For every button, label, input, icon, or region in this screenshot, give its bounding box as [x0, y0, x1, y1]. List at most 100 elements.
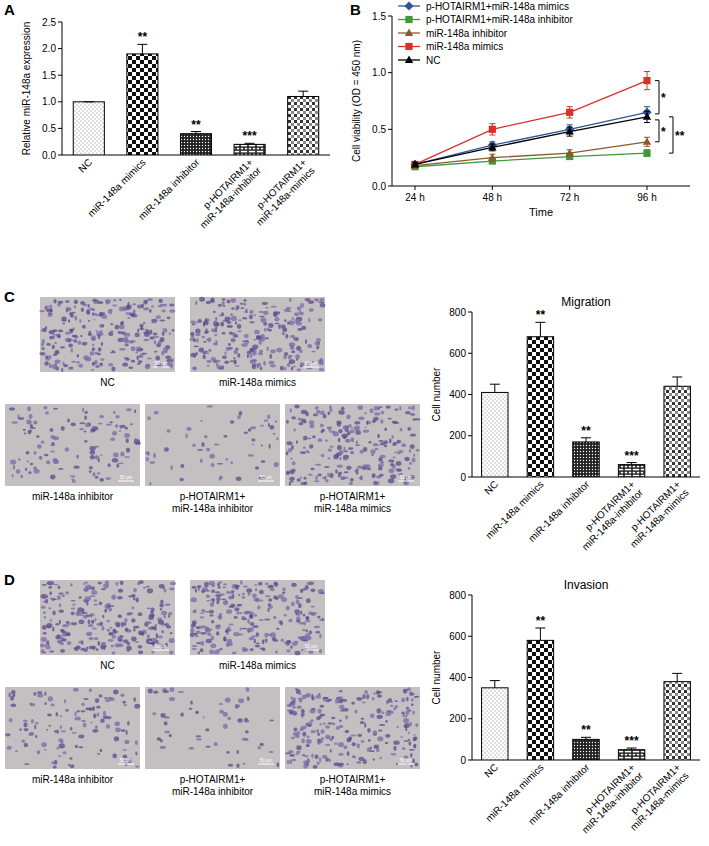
cell: [138, 645, 143, 649]
cell: [62, 322, 65, 325]
cell: [300, 476, 302, 478]
cell: [271, 306, 277, 308]
cell: [115, 325, 119, 330]
cell: [227, 716, 231, 720]
cell: [385, 440, 387, 442]
cell: [303, 614, 305, 617]
cell: [26, 451, 30, 455]
cell: [120, 581, 122, 586]
cell: [201, 336, 205, 339]
cell: [269, 751, 274, 753]
cell: [30, 463, 33, 465]
cell: [213, 311, 216, 313]
cell: [170, 465, 173, 470]
cell: [45, 355, 48, 358]
legend-marker: [405, 16, 412, 23]
cell: [321, 429, 325, 432]
cell: [80, 335, 83, 337]
cell: [258, 582, 262, 586]
cell: [44, 702, 46, 705]
cell: [164, 614, 166, 619]
cell: [191, 645, 197, 647]
cell: [259, 350, 263, 353]
cell: [347, 468, 350, 470]
cell: [290, 408, 292, 413]
cell: [208, 349, 211, 352]
cell: [229, 331, 233, 334]
cell: [249, 321, 254, 323]
cell: [126, 448, 130, 453]
cell: [200, 632, 206, 634]
cell: [199, 348, 204, 353]
cell: [274, 462, 279, 467]
cell: [378, 406, 382, 408]
cell: [188, 747, 194, 750]
scale-bar: [303, 367, 319, 368]
point: [643, 77, 650, 84]
cell: [293, 337, 298, 339]
cell: [29, 732, 34, 736]
cell: [292, 317, 294, 320]
cell: [130, 423, 133, 425]
cell: [302, 732, 306, 737]
cell: [77, 354, 80, 357]
cell: [94, 600, 98, 602]
cell: [95, 476, 98, 479]
x-tick-label: miR-148a inhibitor: [136, 156, 202, 222]
cell: [89, 646, 95, 649]
cell: [379, 724, 385, 726]
cell: [58, 755, 62, 757]
cell: [120, 694, 124, 698]
cell: [327, 473, 330, 477]
cell: [227, 325, 233, 328]
cell: [12, 694, 15, 697]
cell: [108, 639, 114, 642]
cell: [206, 600, 211, 602]
cell: [254, 614, 257, 617]
cell: [210, 602, 214, 607]
cell: [75, 717, 81, 721]
cell: [126, 438, 129, 443]
text-line: p-HOTAIRM1+: [180, 774, 246, 785]
cell: [54, 299, 57, 303]
error-bar: [644, 150, 650, 157]
cell: [112, 350, 115, 352]
cell: [89, 595, 95, 597]
cell: [113, 690, 119, 695]
cell: [289, 754, 294, 757]
cell: [269, 354, 272, 359]
cell: [394, 700, 398, 702]
cell: [203, 341, 207, 343]
cell: [120, 425, 122, 429]
cell: [413, 746, 416, 749]
cell: [191, 586, 196, 589]
cell: [190, 597, 196, 602]
cell: [280, 621, 283, 626]
cell: [68, 338, 70, 342]
scale-bar-label: 50 μm: [155, 644, 168, 649]
cell: [49, 591, 52, 595]
cell: [157, 737, 161, 740]
cell: [300, 303, 304, 308]
cell: [143, 300, 147, 305]
cell: [254, 314, 256, 316]
cell: [237, 718, 242, 722]
cell: [131, 360, 135, 363]
cell: [359, 450, 363, 454]
cell: [235, 704, 238, 709]
error-cap: [84, 101, 94, 102]
cell: [206, 448, 210, 452]
significance: **: [138, 30, 148, 44]
cell: [42, 347, 45, 350]
cell: [96, 623, 101, 626]
cell: [95, 365, 100, 368]
y-tick-label: 2.0: [42, 43, 56, 54]
cell: [48, 314, 52, 317]
bar: [664, 386, 690, 477]
scale-bar: [258, 481, 274, 482]
cell: [378, 463, 384, 467]
cell: [308, 317, 310, 322]
cell: [347, 431, 351, 435]
cell: [274, 583, 278, 587]
cell: [234, 616, 238, 619]
